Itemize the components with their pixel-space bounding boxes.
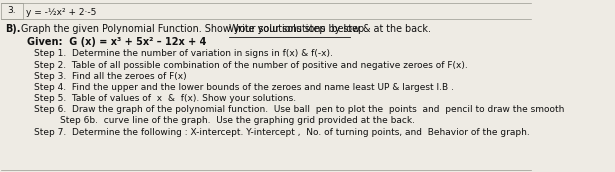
Text: Step 7.  Determine the following : X-intercept. Y-intercept ,  No. of turning po: Step 7. Determine the following : X-inte… xyxy=(34,128,530,137)
Text: y = -½x² + 2·-5: y = -½x² + 2·-5 xyxy=(26,8,97,17)
Text: 3.: 3. xyxy=(7,6,16,15)
Text: Graph the given Polynomial Function. Show your solutions step by step.: Graph the given Polynomial Function. Sho… xyxy=(21,24,373,34)
Text: Write your solutions  below & at the back.: Write your solutions below & at the back… xyxy=(229,24,430,34)
Text: Given:  G (x) = x³ + 5x² – 12x + 4: Given: G (x) = x³ + 5x² – 12x + 4 xyxy=(27,37,207,47)
Text: Step 2.  Table of all possible combination of the number of positive and negativ: Step 2. Table of all possible combinatio… xyxy=(34,61,468,70)
Text: Step 3.  Find all the zeroes of F(x): Step 3. Find all the zeroes of F(x) xyxy=(34,72,187,81)
Text: Step 1.  Determine the number of variation in signs in f(x) & f(-x).: Step 1. Determine the number of variatio… xyxy=(34,49,333,58)
Text: Step 6b.  curve line of the graph.  Use the graphing grid provided at the back.: Step 6b. curve line of the graph. Use th… xyxy=(60,116,415,125)
FancyBboxPatch shape xyxy=(1,3,23,19)
Text: B).: B). xyxy=(5,24,20,34)
Text: Step 5.  Table of values of  x  &  f(x). Show your solutions.: Step 5. Table of values of x & f(x). Sho… xyxy=(34,94,296,103)
Text: Step 6.  Draw the graph of the polynomial function.  Use ball  pen to plot the  : Step 6. Draw the graph of the polynomial… xyxy=(34,105,565,114)
Text: Step 4.  Find the upper and the lower bounds of the zeroes and name least UP & l: Step 4. Find the upper and the lower bou… xyxy=(34,83,454,92)
